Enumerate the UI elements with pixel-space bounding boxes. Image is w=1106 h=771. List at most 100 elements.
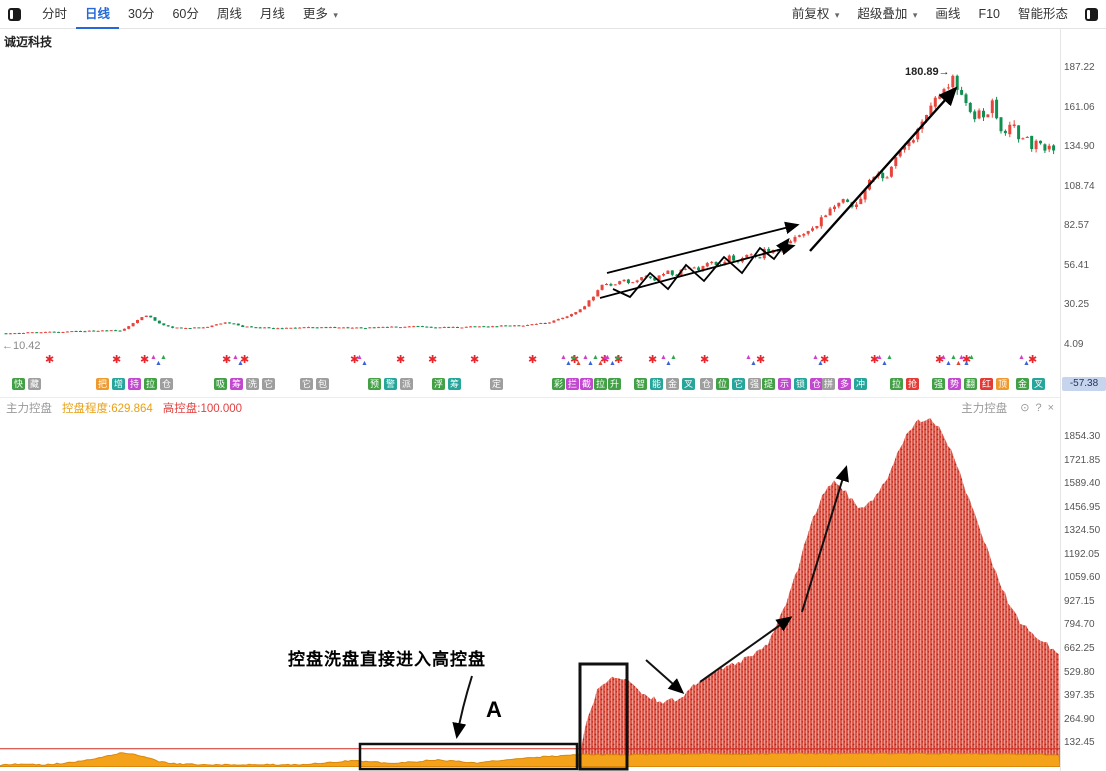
low-price-label: ←10.42 <box>2 340 41 352</box>
signal-arrow-icon: ▲ <box>1018 354 1025 361</box>
indicator-header: 主力控盘 控盘程度:629.864 高控盘:100.000 主力控盘 ⊙? × <box>0 397 1060 418</box>
signal-tag: 翻 <box>964 378 978 390</box>
toolbar-smart-pattern[interactable]: 智能形态 <box>1017 6 1068 21</box>
annotation-letter: A <box>486 697 502 722</box>
tab-more[interactable]: 更多 ▾ <box>302 6 338 21</box>
event-flag-icon: ✱ <box>45 354 55 366</box>
signal-tag: 持 <box>128 378 142 390</box>
toolbar-super-overlay[interactable]: 超级叠加 ▾ <box>857 6 918 21</box>
signal-arrow-icon: ▲ <box>968 354 975 361</box>
signal-tag: 预 <box>368 378 382 390</box>
signal-arrow-icon: ▲ <box>950 354 957 361</box>
tab-timeline[interactable]: 分时 <box>42 6 68 21</box>
signal-tag: 吸 <box>214 378 228 390</box>
signal-tag: 多 <box>838 378 852 390</box>
signal-tag: 洗 <box>246 378 260 390</box>
indicator-axis-tick: 1854.30 <box>1064 431 1101 442</box>
tab-weekly[interactable]: 周线 <box>216 6 242 21</box>
signal-tag: 警 <box>384 378 398 390</box>
toolbar-right-items: 前复权 ▾ 超级叠加 ▾ 画线 F10 智能形态 <box>783 0 1077 29</box>
signal-tag: 浮 <box>432 378 446 390</box>
signal-tag: 强 <box>748 378 762 390</box>
signal-arrow-icon: ▲ <box>592 354 599 361</box>
help-icon[interactable]: ? <box>1035 402 1042 414</box>
main-axis-tick: 108.74 <box>1064 180 1095 192</box>
signal-arrow-icon: ▲ <box>575 360 582 367</box>
main-axis-tick: 82.57 <box>1064 220 1090 231</box>
signal-arrow-icon: ▲ <box>665 360 672 367</box>
signal-tag: 筹 <box>230 378 244 390</box>
candlestick-chart-canvas[interactable] <box>0 48 1060 395</box>
indicator-axis-tick: 1192.05 <box>1064 548 1100 560</box>
event-flag-icon: ✱ <box>112 354 122 366</box>
event-flag-icon: ✱ <box>648 354 658 366</box>
indicator-axis-tick: 1589.40 <box>1064 478 1101 490</box>
close-icon[interactable]: × <box>1047 402 1054 414</box>
signal-tag: 能 <box>650 378 664 390</box>
signal-arrow-icon: ▲ <box>876 354 883 361</box>
event-flag-icon: ✱ <box>396 354 406 366</box>
chevron-down-icon: ▾ <box>912 9 918 20</box>
indicator-chart-canvas[interactable] <box>0 418 1060 771</box>
tab-monthly[interactable]: 月线 <box>259 6 285 21</box>
event-flag-icon: ✱ <box>240 354 250 366</box>
signal-tag: 金 <box>666 378 680 390</box>
event-flag-icon: ✱ <box>600 354 610 366</box>
signal-tag: 拉 <box>890 378 904 390</box>
tab-60min[interactable]: 60分 <box>172 6 199 21</box>
signal-arrow-icon: ▲ <box>597 360 604 367</box>
signal-arrow-icon: ▲ <box>945 360 952 367</box>
signal-tag: 抢 <box>906 378 920 390</box>
stock-name: 诚迈科技 <box>4 35 53 49</box>
signal-tag: 红 <box>980 378 994 390</box>
signal-tag: 包 <box>316 378 330 390</box>
signal-tag: 仓 <box>160 378 174 390</box>
event-flag-icon: ✱ <box>1028 354 1038 366</box>
signal-arrow-icon: ▲ <box>150 354 157 361</box>
main-axis-tick: 30.25 <box>1064 299 1090 310</box>
signal-arrow-icon: ▲ <box>232 354 239 361</box>
toolbar-adjust-mode[interactable]: 前复权 ▾ <box>791 6 840 21</box>
signal-arrow-icon: ▲ <box>361 360 368 367</box>
signal-arrow-icon: ▲ <box>614 354 621 361</box>
signal-tag: 增 <box>112 378 126 390</box>
signal-arrow-icon: ▲ <box>582 354 589 361</box>
panel-toggle-left-icon[interactable] <box>8 7 21 21</box>
signal-arrow-icon: ▲ <box>745 354 752 361</box>
indicator-high-stat: 高控盘:100.000 <box>162 403 243 415</box>
signal-tag: 拦 <box>566 378 580 390</box>
signal-arrow-icon: ▲ <box>602 354 609 361</box>
signal-tag: 派 <box>400 378 414 390</box>
indicator-axis-tick: 397.35 <box>1064 690 1095 702</box>
signal-arrow-icon: ▲ <box>940 354 947 361</box>
indicator-icon-group: ⊙? × <box>1014 401 1054 415</box>
signal-arrow-icon: ▲ <box>560 354 567 361</box>
signal-arrow-icon: ▲ <box>160 354 167 361</box>
event-flag-icon: ✱ <box>700 354 710 366</box>
indicator-axis-tick: 1324.50 <box>1064 525 1101 537</box>
tab-daily[interactable]: 日线 <box>76 0 120 29</box>
event-flag-icon: ✱ <box>428 354 438 366</box>
tab-30min[interactable]: 30分 <box>128 6 155 21</box>
event-flag-icon: ✱ <box>222 354 232 366</box>
signal-tag: 藏 <box>28 378 42 390</box>
signal-tag: 冲 <box>854 378 868 390</box>
chevron-down-icon: ▾ <box>333 9 338 20</box>
signal-arrow-icon: ▲ <box>570 354 577 361</box>
indicator-title: 主力控盘 <box>6 403 52 415</box>
event-flag-icon: ✱ <box>870 354 880 366</box>
signal-tag: 彩 <box>552 378 566 390</box>
signal-arrow-icon: ▲ <box>886 354 893 361</box>
panel-toggle-right-icon[interactable] <box>1085 7 1098 21</box>
indicator-axis-tick: 529.80 <box>1064 666 1095 678</box>
indicator-degree-stat: 控盘程度:629.864 <box>62 403 153 415</box>
signal-arrow-icon: ▲ <box>670 354 677 361</box>
indicator-axis-tick: 1059.60 <box>1064 572 1101 584</box>
toolbar-f10[interactable]: F10 <box>978 6 1000 21</box>
main-axis-tick: 56.41 <box>1064 259 1090 271</box>
signal-arrow-icon: ▲ <box>955 360 962 367</box>
signal-arrow-icon: ▲ <box>1023 360 1030 367</box>
toolbar-draw-line[interactable]: 画线 <box>935 6 961 21</box>
target-icon[interactable]: ⊙ <box>1020 402 1030 414</box>
event-flag-icon: ✱ <box>570 354 580 366</box>
